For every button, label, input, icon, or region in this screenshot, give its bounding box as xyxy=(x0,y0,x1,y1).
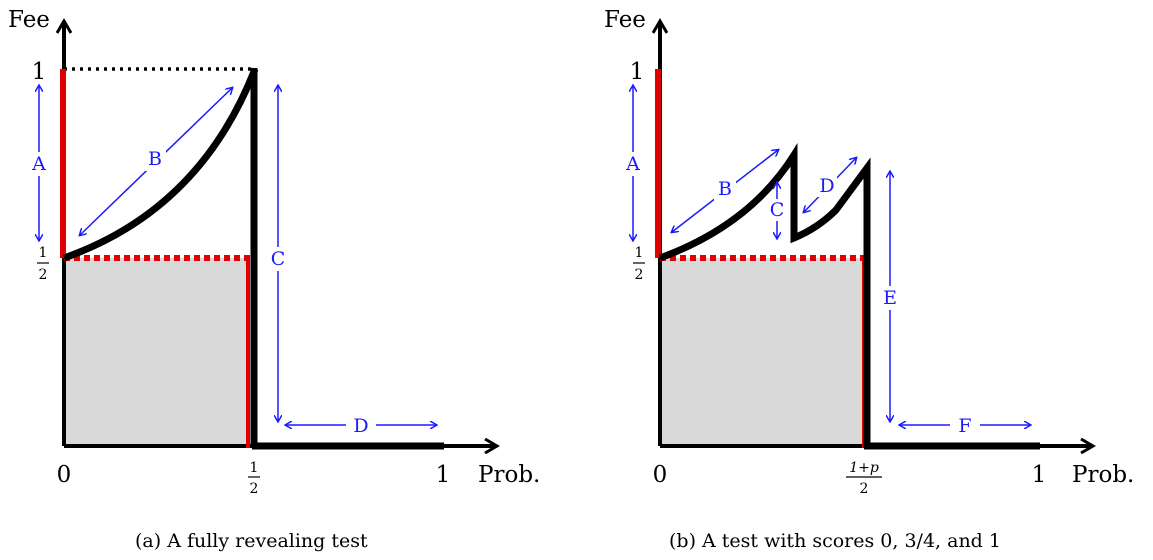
y-tick-half-den: 2 xyxy=(39,267,48,283)
x-axis-label: Prob. xyxy=(1072,462,1134,488)
y-tick-one: 1 xyxy=(630,59,645,85)
x-tick-one: 1 xyxy=(436,462,451,488)
label-d: D xyxy=(353,415,368,437)
label-a: A xyxy=(625,153,640,175)
shaded-area xyxy=(64,258,248,446)
y-tick-half-num: 1 xyxy=(39,245,48,261)
x-axis-label: Prob. xyxy=(478,462,540,488)
label-c: C xyxy=(770,199,785,221)
shaded-area xyxy=(660,258,864,446)
panel-a: A B C D Fee Prob. 1 1 2 0 1 2 1 (a) A fu… xyxy=(8,7,540,552)
caption-a: (a) A fully revealing test xyxy=(135,530,368,552)
label-a: A xyxy=(31,153,46,175)
x-tick-mid-den: 2 xyxy=(860,481,869,497)
label-c: C xyxy=(271,248,286,270)
fee-curve xyxy=(658,142,871,448)
x-tick-zero: 0 xyxy=(57,462,72,488)
y-axis-label: Fee xyxy=(604,7,646,33)
y-tick-one: 1 xyxy=(32,59,47,85)
x-tick-one: 1 xyxy=(1032,462,1047,488)
label-b: B xyxy=(718,178,732,200)
label-b: B xyxy=(148,148,162,170)
label-f: F xyxy=(958,415,971,437)
caption-b: (b) A test with scores 0, 3/4, and 1 xyxy=(669,530,1001,552)
y-tick-half-num: 1 xyxy=(635,245,644,261)
y-axis-label: Fee xyxy=(8,7,50,33)
x-tick-half-num: 1 xyxy=(250,460,259,476)
label-d: D xyxy=(819,175,834,197)
y-tick-half-den: 2 xyxy=(635,267,644,283)
x-tick-mid-num: 1+p xyxy=(849,460,879,476)
panel-b: A B C D E F Fee Prob. 1 1 2 0 1+p 2 1 (b… xyxy=(604,7,1134,552)
label-e: E xyxy=(883,287,897,309)
x-tick-zero: 0 xyxy=(653,462,668,488)
x-tick-half-den: 2 xyxy=(250,481,259,497)
